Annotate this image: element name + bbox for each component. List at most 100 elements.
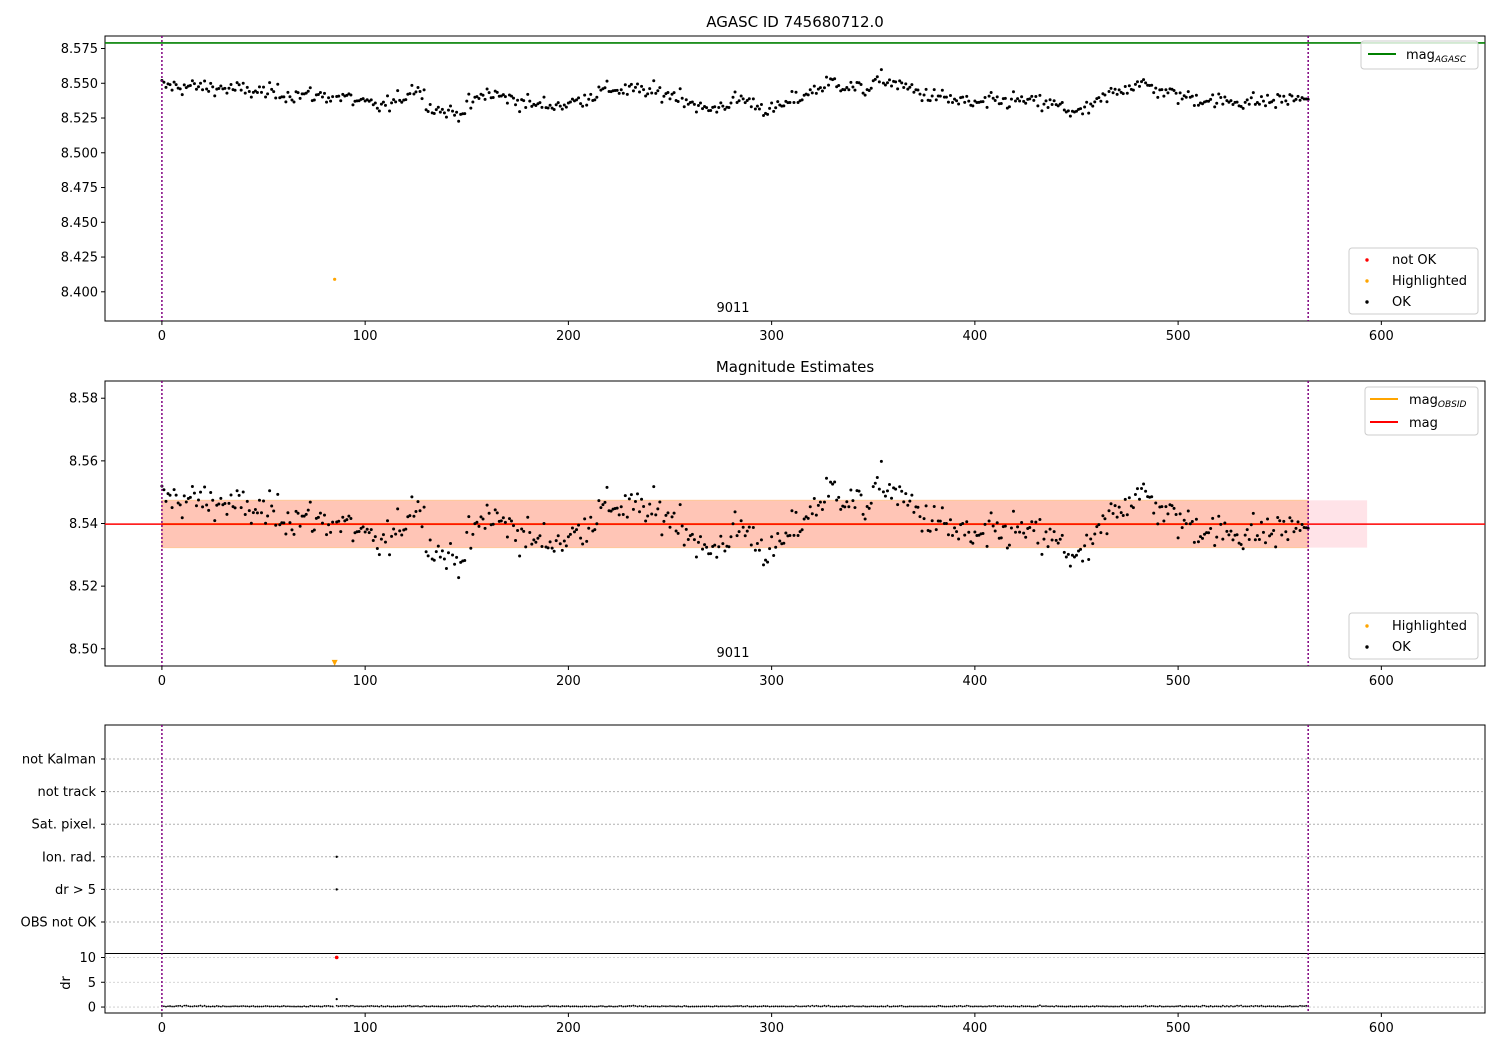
ok-point: [540, 544, 544, 548]
ok-point: [223, 502, 227, 506]
dr-point: [1065, 1005, 1068, 1008]
ok-point: [676, 531, 680, 535]
ok-point: [652, 485, 656, 489]
ok-point: [1182, 518, 1186, 522]
ok-point: [453, 113, 457, 117]
ok-point: [398, 98, 402, 102]
ok-point: [1251, 91, 1255, 95]
x-tick-label: 200: [556, 674, 581, 689]
dr-point: [746, 1004, 749, 1007]
ok-point: [172, 488, 176, 492]
ok-point: [322, 513, 326, 517]
dr-point: [165, 1005, 167, 1008]
ok-point: [284, 100, 288, 104]
x-tick-label: 300: [759, 329, 784, 344]
dr-point: [425, 1005, 428, 1008]
dr-point: [740, 1005, 743, 1007]
ok-point: [479, 515, 483, 519]
dr-point: [167, 1005, 169, 1008]
dr-point: [1201, 1004, 1204, 1007]
dr-point: [504, 1005, 507, 1008]
ok-point: [325, 533, 329, 537]
dr-point: [384, 1005, 387, 1008]
dr-point: [888, 1005, 891, 1008]
ok-point: [694, 110, 698, 114]
dr-point: [786, 1005, 789, 1008]
dr-point: [600, 1005, 602, 1007]
ok-point: [951, 100, 955, 104]
dr-point: [963, 1005, 966, 1008]
dr-point: [640, 1005, 643, 1008]
ok-point: [1259, 95, 1263, 99]
ok-point: [1056, 104, 1060, 108]
ok-point: [741, 525, 745, 529]
dr-point: [687, 1005, 690, 1008]
ok-point: [329, 99, 333, 103]
dr-point: [945, 1005, 948, 1008]
ok-point: [930, 519, 934, 523]
dr-point: [173, 1005, 176, 1008]
ok-point: [272, 90, 276, 94]
ok-point: [1016, 525, 1020, 529]
dr-point: [660, 1005, 663, 1007]
dr-point: [667, 1005, 669, 1008]
dr-point: [510, 1005, 513, 1008]
ok-point: [971, 541, 975, 545]
dr-point: [1165, 1005, 1167, 1008]
ok-point: [770, 101, 774, 105]
ok-point: [371, 539, 375, 543]
ok-point: [188, 495, 192, 499]
ok-point: [579, 536, 583, 540]
dr-point: [561, 1005, 564, 1007]
dr-point: [534, 1005, 537, 1008]
ok-point: [995, 95, 999, 99]
ok-point: [944, 521, 948, 525]
dr-point: [1069, 1005, 1072, 1007]
ok-point: [1070, 553, 1074, 557]
ok-point: [1196, 540, 1200, 544]
ok-point: [174, 493, 178, 497]
dr-point: [569, 1005, 572, 1008]
ok-point: [1298, 529, 1302, 533]
dr-point: [406, 1004, 409, 1007]
ok-point: [262, 499, 266, 503]
ok-point: [308, 500, 312, 504]
ok-point: [546, 546, 550, 550]
ok-point: [432, 111, 436, 115]
dr-point: [650, 1005, 653, 1008]
ok-point: [597, 85, 601, 89]
ok-point: [1016, 97, 1020, 101]
dr-point: [742, 1005, 745, 1008]
dr-point: [732, 1005, 734, 1008]
dr-point: [1297, 1005, 1299, 1008]
ok-point: [1042, 537, 1046, 541]
dr-point: [557, 1005, 560, 1008]
ok-point: [617, 513, 621, 517]
ok-point: [276, 492, 280, 496]
ok-point: [1286, 538, 1290, 542]
ok-point: [1107, 89, 1111, 93]
dr-point: [480, 1005, 482, 1008]
ok-point: [1209, 526, 1213, 530]
dr-point: [632, 1004, 635, 1007]
ok-point: [570, 97, 574, 101]
dr-point: [335, 1004, 338, 1007]
ok-point: [656, 89, 660, 93]
dr-point: [1278, 1005, 1281, 1008]
ok-point: [1032, 98, 1036, 102]
x-tick-label: 500: [1166, 674, 1191, 689]
ok-point: [1264, 104, 1268, 108]
ok-point: [1040, 552, 1044, 556]
ok-point: [483, 526, 487, 530]
ok-point: [881, 81, 885, 85]
ok-point: [757, 548, 761, 552]
ok-point: [709, 109, 713, 113]
dr-point: [284, 1005, 287, 1008]
dr-point: [902, 1005, 905, 1008]
ok-point: [1203, 532, 1207, 536]
flag-label: dr > 5: [55, 883, 96, 898]
ok-point: [1009, 526, 1013, 530]
ok-point: [719, 101, 723, 105]
ok-point: [178, 503, 182, 507]
ok-point: [196, 85, 200, 89]
